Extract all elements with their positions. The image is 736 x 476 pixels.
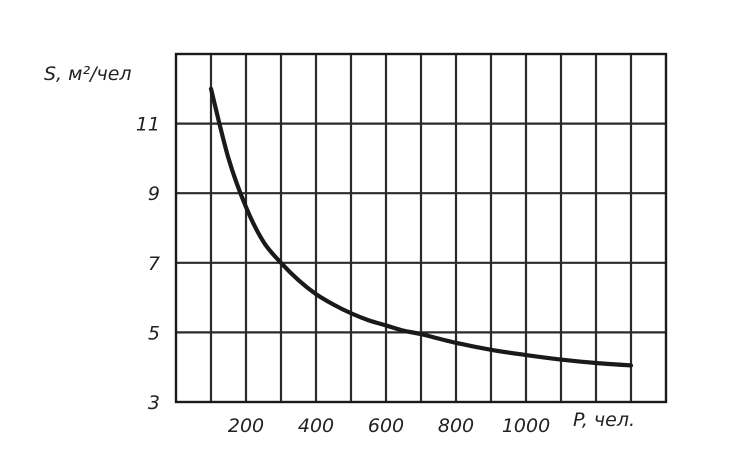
x-tick-labels: 200 400 600 800 1000: [228, 415, 550, 437]
x-tick-label: 400: [298, 415, 334, 437]
x-tick-label: 200: [228, 415, 264, 437]
x-tick-label: 800: [438, 415, 474, 437]
y-axis-label: S, м²/чел: [44, 63, 132, 85]
vertical-grid: [209, 54, 633, 402]
x-tick-label: 1000: [502, 415, 550, 437]
plot-frame: [174, 52, 668, 404]
series-line: [208, 86, 634, 368]
y-tick-label: 7: [148, 253, 160, 275]
y-tick-label: 5: [148, 322, 160, 344]
y-tick-label: 9: [148, 183, 160, 205]
y-tick-label: 3: [148, 392, 160, 414]
y-tick-labels: 3 5 7 9 11: [136, 114, 160, 414]
x-tick-label: 600: [368, 415, 404, 437]
x-axis-label: P, чел.: [573, 409, 635, 431]
y-tick-label: 11: [136, 114, 160, 136]
